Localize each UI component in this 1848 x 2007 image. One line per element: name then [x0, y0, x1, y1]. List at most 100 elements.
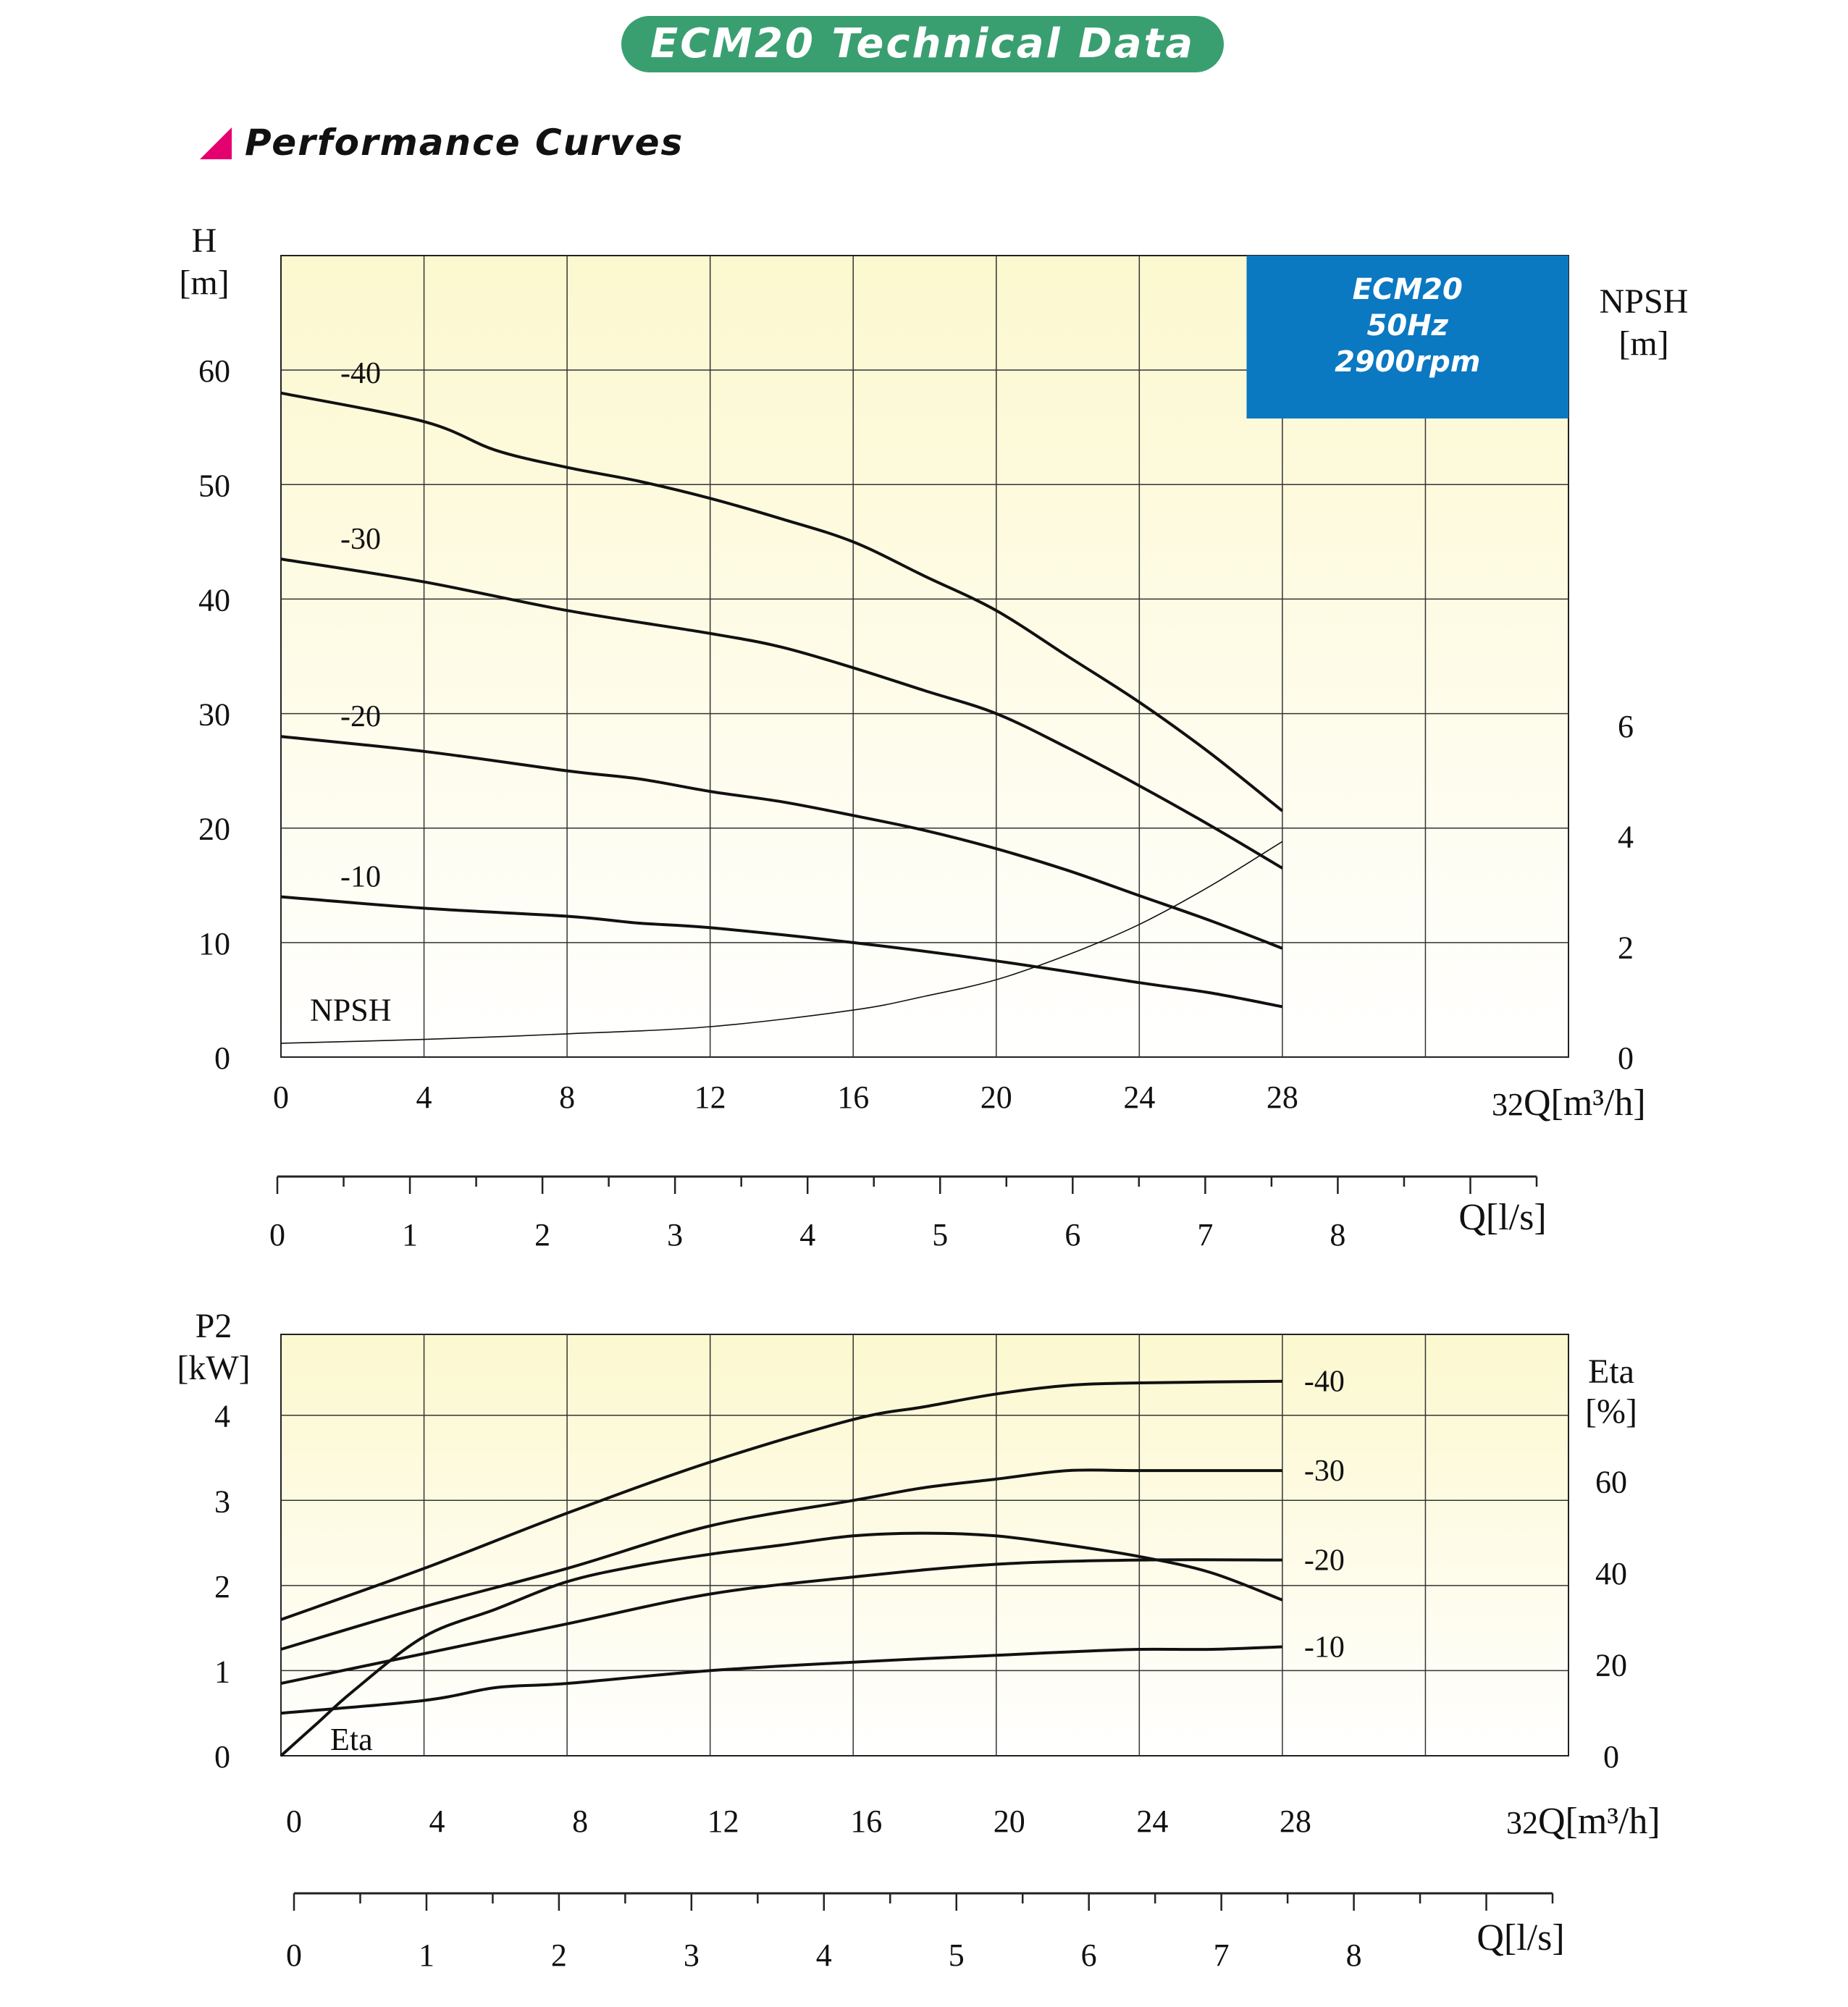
x-tick-label: 24 — [1123, 1080, 1155, 1115]
x2-tick-label: 2 — [534, 1217, 550, 1253]
series-label: -40 — [1304, 1366, 1345, 1399]
x2-tick-label: 7 — [1197, 1217, 1213, 1253]
y-tick-label: 30 — [198, 697, 230, 733]
x2-tick-label: 7 — [1214, 1937, 1230, 1973]
legend-box-line: ECM20 — [1353, 273, 1463, 306]
section-marker-icon — [200, 127, 232, 159]
x-tick-label: 0 — [286, 1804, 302, 1839]
y-tick-label: 3 — [214, 1484, 230, 1519]
y-axis-label: H — [192, 222, 217, 260]
x-tick-label: 28 — [1267, 1080, 1298, 1115]
x-axis-label-text: Q[m³/h] — [1524, 1082, 1646, 1124]
x2-tick-label: 5 — [932, 1217, 948, 1253]
x2-tick-label: 3 — [667, 1217, 683, 1253]
series-label: -30 — [340, 523, 381, 556]
x-tick-label: 0 — [273, 1080, 289, 1115]
x-tick-label: 16 — [837, 1080, 869, 1115]
x-tick-label: 24 — [1136, 1804, 1168, 1839]
series-label: -30 — [1304, 1455, 1345, 1488]
x-tick-label: 28 — [1280, 1804, 1311, 1839]
plot-area — [280, 1334, 1569, 1756]
x2-tick-label: 8 — [1346, 1937, 1362, 1973]
y-tick-label: 60 — [198, 353, 230, 389]
x2-tick-label: 1 — [419, 1937, 434, 1973]
y2-tick-label: 40 — [1595, 1556, 1627, 1591]
y-axis-unit: [m] — [179, 264, 229, 302]
x-tick-label: 12 — [707, 1804, 739, 1839]
x2-tick-label: 0 — [286, 1937, 302, 1973]
x2-axis-label: Q[l/s] — [1458, 1197, 1546, 1238]
section-title-text: Performance Curves — [245, 122, 684, 164]
series-line-minus30 — [280, 558, 1283, 870]
y2-tick-label: 20 — [1595, 1647, 1627, 1683]
series-label: -20 — [340, 700, 381, 733]
y-tick-label: 4 — [214, 1399, 230, 1434]
y-axis-label: P2 — [196, 1307, 232, 1345]
title-banner: ECM20 Technical Data — [621, 16, 1224, 72]
series-line-eta — [280, 1531, 1283, 1757]
x-tick-label: 4 — [416, 1080, 432, 1115]
series-line-minus40 — [280, 391, 1284, 812]
y2-axis-unit: [%] — [1585, 1392, 1637, 1431]
x-tick-label: 20 — [994, 1804, 1025, 1839]
y2-axis-label: Eta — [1588, 1352, 1634, 1391]
y2-tick-label: 0 — [1618, 1040, 1634, 1076]
y-tick-label: 0 — [214, 1040, 230, 1076]
y2-tick-label: 0 — [1603, 1739, 1619, 1775]
y-tick-label: 1 — [214, 1654, 230, 1689]
x-tick-label: 4 — [429, 1804, 445, 1839]
legend-box-line: 2900rpm — [1335, 345, 1480, 379]
y2-axis-unit: [m] — [1618, 324, 1668, 363]
y2-tick-label: 4 — [1618, 820, 1634, 855]
series-line-minus20 — [280, 735, 1283, 950]
legend-box-line: 50Hz — [1367, 309, 1449, 342]
x2-tick-label: 3 — [684, 1937, 700, 1973]
x-axis-label-text: Q[m³/h] — [1538, 1801, 1660, 1842]
y-tick-label: 0 — [214, 1739, 230, 1775]
series-line-minus40 — [280, 1379, 1282, 1621]
series-label-npsh: NPSH — [310, 992, 392, 1027]
x2-tick-label: 6 — [1064, 1217, 1080, 1253]
series-label-eta: Eta — [330, 1722, 373, 1757]
y-tick-label: 2 — [214, 1569, 230, 1604]
x-tick-label: 16 — [850, 1804, 882, 1839]
series-label: -10 — [340, 861, 381, 894]
x-tick-label: 12 — [694, 1080, 726, 1115]
x-tick-label: 20 — [980, 1080, 1012, 1115]
y2-axis-label: NPSH — [1600, 282, 1689, 321]
legend-box — [1246, 256, 1568, 418]
y-axis-unit: [kW] — [177, 1349, 250, 1387]
x-axis-label-prefix: 32 — [1492, 1087, 1524, 1122]
x2-tick-label: 4 — [799, 1217, 815, 1253]
x2-tick-label: 8 — [1330, 1217, 1345, 1253]
x2-tick-label: 2 — [551, 1937, 567, 1973]
y-tick-label: 40 — [198, 582, 230, 618]
series-label: -20 — [1304, 1544, 1345, 1578]
x2-tick-label: 6 — [1081, 1937, 1097, 1973]
series-label: -10 — [1304, 1631, 1345, 1665]
x-axis-label: 32Q[m³/h] — [1506, 1801, 1660, 1842]
series-line-minus10 — [280, 1645, 1282, 1715]
y2-tick-label: 60 — [1595, 1464, 1627, 1499]
y-tick-label: 10 — [198, 926, 230, 962]
x-tick-label: 8 — [572, 1804, 588, 1839]
section-title: Performance Curves — [200, 117, 684, 168]
y2-tick-label: 2 — [1618, 930, 1634, 965]
y-tick-label: 50 — [198, 468, 230, 503]
x2-axis-label: Q[l/s] — [1477, 1917, 1564, 1958]
x-axis-label: 32Q[m³/h] — [1492, 1082, 1646, 1124]
series-line-npsh — [280, 841, 1283, 1044]
series-line-minus30 — [280, 1468, 1282, 1651]
series-line-minus10 — [280, 895, 1283, 1009]
x-tick-label: 8 — [559, 1080, 575, 1115]
x2-tick-label: 4 — [816, 1937, 832, 1973]
series-line-minus20 — [280, 1558, 1282, 1686]
x2-tick-label: 5 — [949, 1937, 965, 1973]
x2-tick-label: 1 — [402, 1217, 418, 1253]
x2-tick-label: 0 — [269, 1217, 285, 1253]
y-tick-label: 20 — [198, 812, 230, 847]
x-axis-label-prefix: 32 — [1506, 1805, 1538, 1840]
